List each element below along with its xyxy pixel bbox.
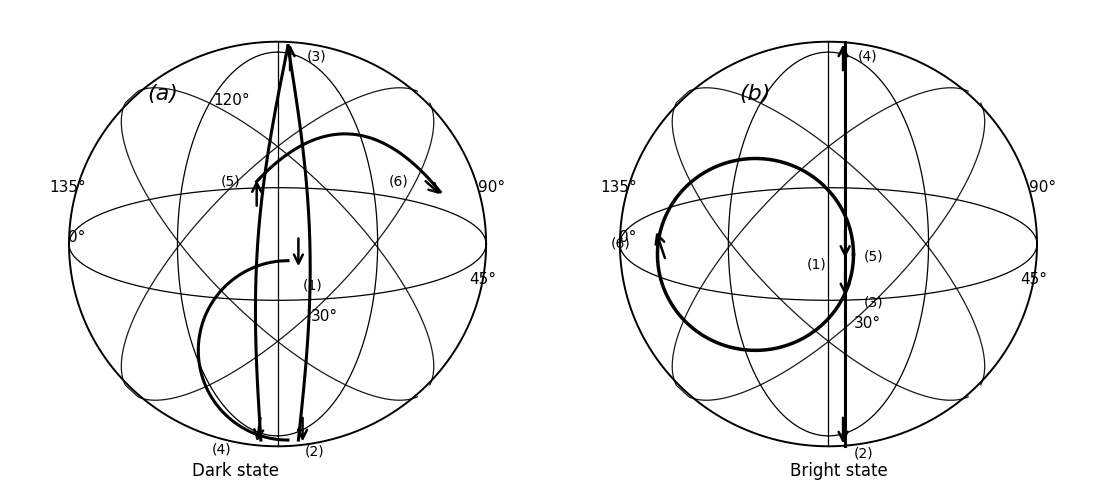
Text: (3): (3) [864,295,884,309]
Text: Bright state: Bright state [790,462,888,480]
Text: (4): (4) [212,442,231,456]
Text: (6): (6) [611,237,630,251]
Text: 90°: 90° [1029,180,1056,195]
Text: 30°: 30° [311,309,338,325]
Text: 135°: 135° [49,180,85,195]
Text: Dark state: Dark state [192,462,280,480]
Text: (3): (3) [306,49,326,63]
Text: (a): (a) [147,84,178,104]
Text: (1): (1) [806,258,826,272]
Text: (6): (6) [389,174,409,188]
Text: (5): (5) [220,174,240,188]
Text: 0°: 0° [619,230,637,245]
Text: (1): (1) [303,279,322,293]
Text: (2): (2) [854,447,873,460]
Text: 30°: 30° [854,316,880,331]
Text: 90°: 90° [478,180,504,195]
Text: (4): (4) [857,49,877,63]
Text: 135°: 135° [599,180,637,195]
Text: (b): (b) [740,84,771,104]
Text: (2): (2) [304,444,324,458]
Text: 45°: 45° [469,272,497,287]
Text: 0°: 0° [69,230,85,245]
Text: 45°: 45° [1021,272,1047,287]
Text: (5): (5) [864,249,884,264]
Text: 120°: 120° [213,93,250,108]
